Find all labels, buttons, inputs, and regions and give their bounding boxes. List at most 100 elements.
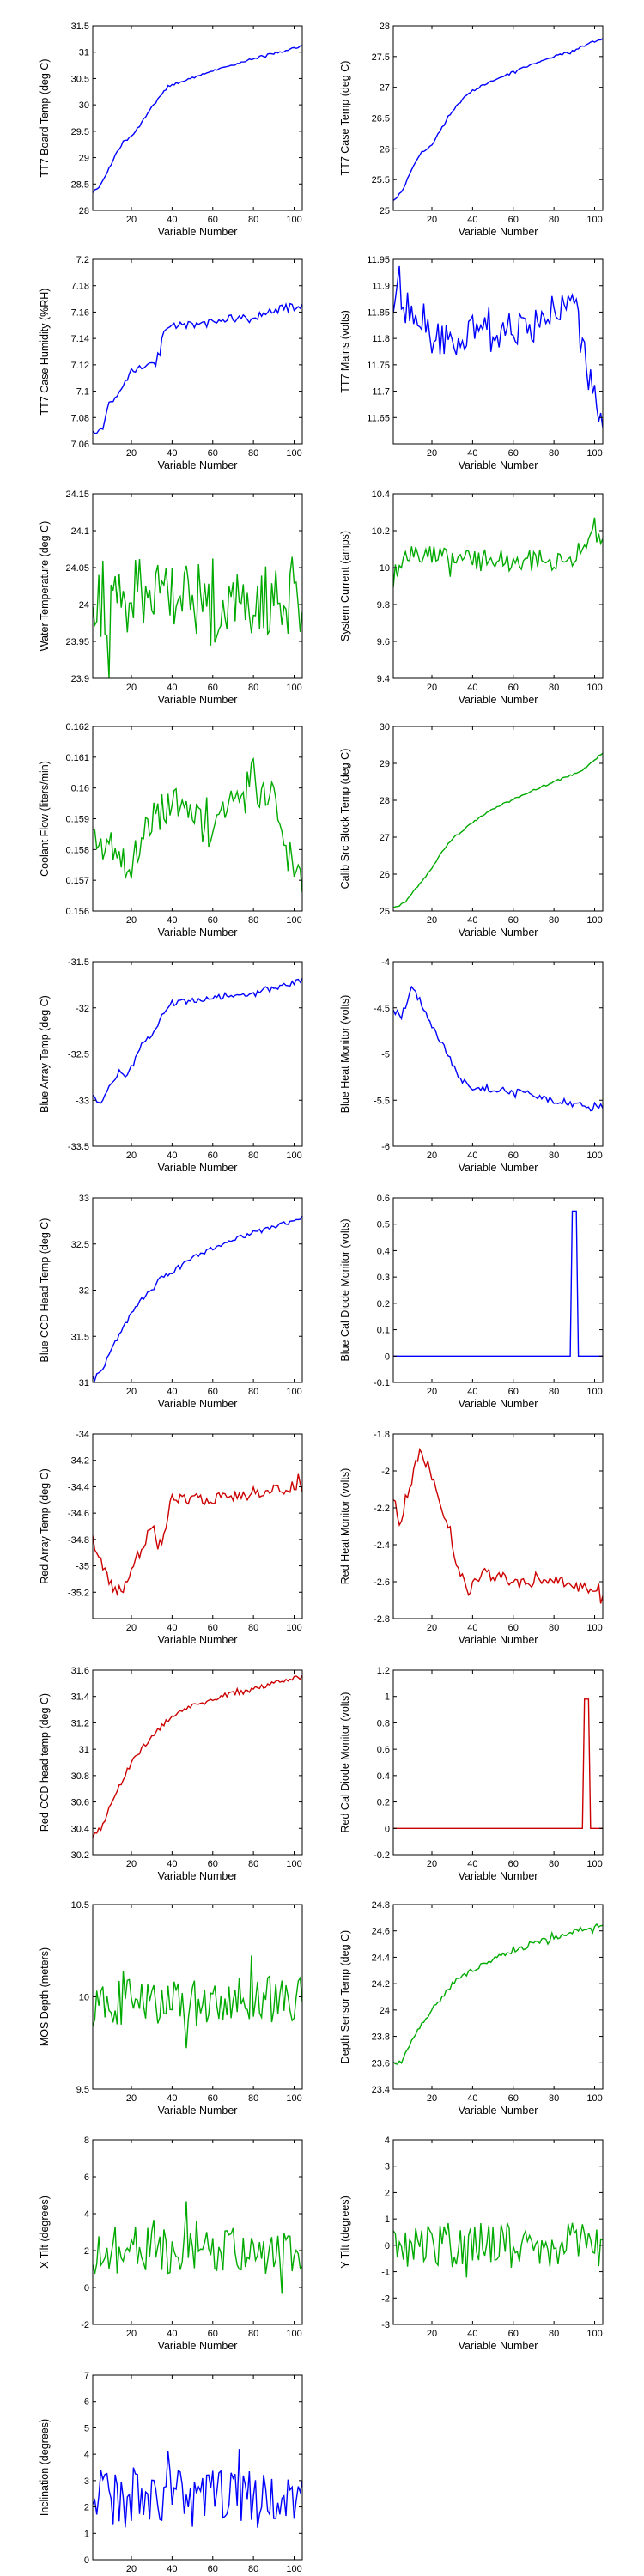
y-tick-label: -33.5: [68, 1142, 89, 1152]
y-tick-label: -35.2: [68, 1588, 89, 1598]
x-tick-label: 20: [126, 1387, 137, 1397]
x-tick-label: 60: [208, 1859, 218, 1869]
plot-frame: [92, 25, 303, 211]
y-tick-label: 0: [84, 2283, 89, 2293]
y-tick-label: 32.5: [71, 1240, 89, 1250]
y-axis-label: Calib Src Block Temp (deg C): [339, 749, 351, 890]
x-tick-label: 80: [248, 2564, 258, 2574]
x-axis-label: Variable Number: [459, 694, 538, 706]
x-tick-label: 80: [549, 1623, 559, 1633]
y-tick-label: -2.4: [374, 1540, 390, 1551]
y-tick-label: -34.8: [68, 1535, 89, 1546]
series-line: [93, 977, 302, 1104]
plot-frame: [92, 258, 303, 445]
x-axis-label: Variable Number: [459, 1162, 538, 1174]
y-tick-label: 31.6: [71, 1666, 89, 1676]
plot-frame: [392, 1669, 604, 1856]
y-tick-label: 24.05: [65, 563, 89, 574]
x-tick-label: 80: [248, 915, 258, 926]
x-axis-label: Variable Number: [459, 927, 538, 939]
y-tick-label: 31.5: [71, 1332, 89, 1342]
x-tick-label: 80: [248, 448, 258, 459]
series-line: [93, 1215, 302, 1382]
y-axis-label: Depth Sensor Temp (deg C): [339, 1930, 351, 2063]
y-tick-label: 32: [79, 1286, 89, 1297]
x-tick-label: 100: [586, 215, 602, 225]
chart-panel-20: 20 40 60 80 100 -3 -2 -1 0 1 2 3 4 Variable Number Y T…: [339, 2136, 604, 2352]
y-tick-label: -32: [76, 1004, 89, 1014]
y-tick-label: 24.1: [71, 526, 89, 537]
x-tick-label: 80: [248, 683, 258, 693]
series-line: [93, 45, 302, 193]
x-axis-label: Variable Number: [459, 226, 538, 238]
x-tick-label: 80: [549, 915, 559, 926]
y-tick-label: 30: [79, 100, 89, 111]
y-tick-label: 10: [79, 1993, 89, 2003]
x-tick-label: 80: [549, 215, 559, 225]
x-tick-label: 60: [508, 1151, 519, 1161]
y-tick-label: 6: [84, 2397, 89, 2408]
x-tick-label: 20: [427, 2329, 437, 2339]
x-tick-label: 100: [586, 2329, 602, 2339]
chart-panel-18: 20 40 60 80 100 23.4 23.6 23.8 24 24.2 24.4 24.6 24.…: [339, 1900, 604, 2117]
y-tick-label: 31: [79, 1745, 89, 1755]
plot-frame: [92, 726, 303, 912]
x-tick-label: 100: [286, 1387, 301, 1397]
y-tick-label: -1.8: [374, 1430, 390, 1440]
x-tick-label: 40: [167, 2093, 177, 2104]
x-tick-label: 40: [167, 915, 177, 926]
y-tick-label: -5.5: [374, 1096, 390, 1106]
x-tick-label: 40: [467, 1623, 477, 1633]
x-tick-label: 40: [467, 915, 477, 926]
x-tick-label: 20: [427, 1623, 437, 1633]
y-axis-label: Blue Cal Diode Monitor (volts): [339, 1218, 351, 1361]
y-tick-label: -2.6: [374, 1577, 390, 1588]
x-axis-label: Variable Number: [459, 1634, 538, 1646]
x-tick-label: 40: [467, 1859, 477, 1869]
y-tick-label: 30.8: [71, 1771, 89, 1782]
x-tick-label: 20: [126, 1623, 137, 1633]
y-tick-label: 7.1: [76, 387, 89, 398]
series-line: [93, 556, 302, 678]
x-tick-label: 60: [508, 215, 519, 225]
x-tick-label: 80: [248, 1859, 258, 1869]
x-tick-label: 100: [286, 683, 301, 693]
x-tick-label: 60: [508, 683, 519, 693]
x-tick-label: 100: [586, 683, 602, 693]
y-tick-label: 2: [84, 2246, 89, 2257]
y-tick-label: 10.4: [372, 489, 390, 500]
y-tick-label: -2.8: [374, 1614, 390, 1625]
x-tick-label: 100: [586, 1387, 602, 1397]
y-tick-label: 11.8: [372, 334, 390, 344]
y-axis-label: TT7 Case Humidity (%RH): [39, 289, 51, 416]
chart-panel-1: 20 40 60 80 100 28 28.5 29 29.5 30 30.5 31 31.5 Varia…: [39, 21, 303, 238]
x-tick-label: 100: [586, 915, 602, 926]
x-tick-label: 100: [286, 448, 301, 459]
x-tick-label: 40: [167, 215, 177, 225]
y-axis-label: Coolant Flow (liters/min): [39, 761, 51, 877]
series-line: [393, 2222, 603, 2278]
x-tick-label: 80: [549, 448, 559, 459]
chart-panel-15: 20 40 60 80 100 30.2 30.4 30.6 30.8 31 31.2 31.4 31.…: [39, 1666, 303, 1882]
y-tick-label: 26: [380, 144, 390, 155]
y-tick-label: -0.1: [374, 1378, 390, 1388]
y-tick-label: 9.5: [76, 2085, 89, 2095]
y-tick-label: 25: [380, 206, 390, 216]
x-tick-label: 100: [286, 2564, 301, 2574]
x-tick-label: 100: [586, 1623, 602, 1633]
chart-panel-4: 20 40 60 80 100 11.65 11.7 11.75 11.8 11.85 11.9 11…: [339, 255, 604, 471]
y-tick-label: 0.8: [377, 1718, 390, 1728]
x-tick-label: 60: [508, 915, 519, 926]
y-tick-label: -2: [81, 2320, 89, 2330]
y-tick-label: 2: [84, 2503, 89, 2513]
y-tick-label: 0.2: [377, 1299, 390, 1309]
y-tick-label: 10.2: [372, 526, 390, 537]
y-tick-label: 33: [79, 1194, 89, 1204]
y-axis-label: System Current (amps): [339, 531, 351, 641]
series-line: [93, 756, 302, 893]
plot-frame: [392, 1197, 604, 1383]
y-tick-label: 4: [84, 2209, 89, 2220]
y-tick-label: 7.16: [71, 307, 89, 318]
y-tick-label: 31: [79, 1378, 89, 1388]
series-line: [93, 2201, 302, 2294]
